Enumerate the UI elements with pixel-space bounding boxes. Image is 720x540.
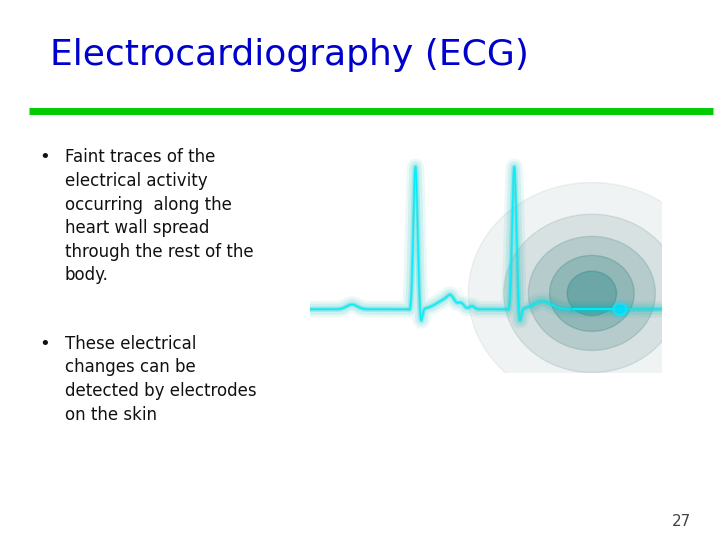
Point <box>614 305 626 314</box>
Point <box>614 305 626 314</box>
Polygon shape <box>567 271 616 315</box>
Polygon shape <box>504 214 680 373</box>
Polygon shape <box>549 255 634 332</box>
Text: •: • <box>40 148 50 166</box>
Text: •: • <box>40 335 50 353</box>
Text: Electrocardiography (ECG): Electrocardiography (ECG) <box>50 38 529 72</box>
Polygon shape <box>528 237 655 350</box>
Point <box>614 305 626 314</box>
Text: 27: 27 <box>672 514 691 529</box>
Text: These electrical
changes can be
detected by electrodes
on the skin: These electrical changes can be detected… <box>65 335 256 423</box>
Text: Faint traces of the
electrical activity
occurring  along the
heart wall spread
t: Faint traces of the electrical activity … <box>65 148 253 285</box>
Polygon shape <box>469 183 715 404</box>
